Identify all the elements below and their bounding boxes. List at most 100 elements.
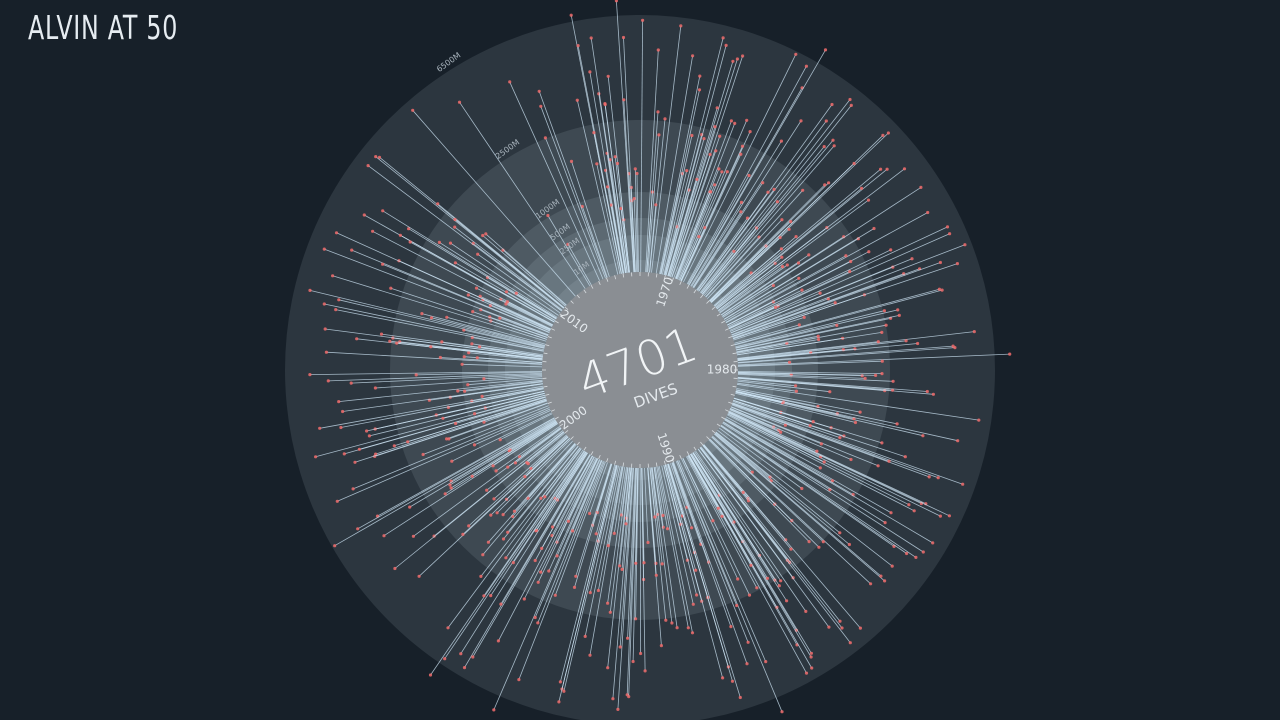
dive-spike-tip — [489, 513, 493, 517]
dive-spike — [479, 346, 544, 357]
dive-spike-tip — [471, 655, 475, 659]
dive-spike-tip — [891, 379, 895, 383]
dive-spike-tip — [429, 316, 434, 320]
year-tick — [614, 460, 617, 465]
dive-spike — [502, 249, 567, 306]
dive-spike — [694, 451, 782, 582]
dive-spike — [735, 392, 856, 423]
dive-spike-tip — [631, 659, 635, 664]
dive-spike — [480, 296, 552, 330]
dive-spike — [734, 288, 940, 345]
dive-spike-tip — [574, 574, 578, 578]
dive-spike — [705, 236, 760, 298]
year-tick — [545, 344, 550, 347]
dive-spike — [674, 123, 736, 279]
dive-spike-tip — [334, 308, 338, 312]
dive-spike-tip — [508, 80, 512, 84]
dive-spike — [635, 467, 639, 564]
dive-spike — [724, 277, 800, 322]
dive-spike-tip — [835, 323, 839, 327]
dive-spike-tip — [522, 597, 526, 601]
dive-spike — [671, 136, 721, 278]
dive-spike-tip — [555, 554, 559, 558]
dive-spike — [714, 433, 882, 577]
dive-spike-tip — [618, 564, 622, 568]
dive-spike — [454, 226, 563, 311]
dive-spike-tip — [506, 530, 510, 534]
dive-spike-tip — [823, 48, 828, 52]
dive-spike-tip — [914, 555, 918, 560]
dive-spike — [729, 409, 781, 433]
dive-spike-tip — [927, 475, 931, 479]
dive-spike — [707, 219, 783, 299]
dive-spike — [409, 419, 557, 508]
dive-spike-tip — [365, 429, 369, 433]
dive-spike — [448, 402, 548, 440]
dive-spike-tip — [797, 323, 801, 327]
dive-spike-tip — [765, 576, 770, 580]
dive-spike-tip — [889, 248, 893, 252]
dive-spike — [488, 443, 576, 543]
dive-spike — [464, 381, 543, 392]
dive-spike-tip — [838, 436, 842, 440]
dive-spike-tip — [569, 13, 573, 17]
dive-spike — [737, 360, 883, 367]
dive-spike-tip — [691, 602, 695, 606]
dive-spike — [635, 467, 639, 619]
dive-spike-tip — [717, 167, 721, 171]
dive-spike — [354, 399, 547, 463]
dive-spike-tip — [308, 288, 312, 292]
dive-spike-tip — [808, 424, 812, 428]
year-tick — [551, 328, 555, 331]
dive-spike — [551, 456, 595, 536]
year-tick — [583, 446, 587, 451]
dive-spike — [732, 402, 939, 479]
dive-spike-tip — [475, 356, 479, 360]
dive-spike-tip — [517, 678, 521, 682]
dive-spike — [352, 407, 550, 490]
dive-spike-tip — [690, 631, 695, 635]
dive-spike — [338, 299, 545, 349]
dive-spike — [468, 294, 551, 332]
dive-spike-tip — [840, 626, 844, 630]
dive-spike-tip — [761, 181, 765, 185]
dive-spike-tip — [381, 209, 385, 213]
dive-spike — [500, 413, 553, 441]
dive-spike — [407, 398, 547, 443]
dive-spike-tip — [459, 652, 463, 656]
dive-spike-tip — [639, 651, 643, 656]
dive-spike — [337, 408, 551, 502]
dive-spike — [701, 201, 778, 295]
dive-spike-tip — [774, 305, 778, 309]
dive-spike — [627, 467, 636, 639]
year-tick — [716, 313, 721, 317]
dive-spike-tip — [462, 666, 467, 670]
dive-spike — [653, 466, 678, 628]
dive-spike — [660, 135, 693, 275]
dive-spike-tip — [457, 100, 462, 104]
dive-spike-tip — [362, 213, 366, 217]
dive-spike-tip — [936, 476, 940, 480]
dive-spike-tip — [322, 247, 326, 251]
dive-spike — [685, 456, 758, 588]
dive-spike — [736, 388, 861, 413]
dive-spike-tip — [357, 447, 361, 451]
year-tick — [545, 393, 550, 396]
dive-spike-tip — [620, 567, 624, 572]
dive-spike-tip — [498, 316, 502, 320]
dive-spike-tip — [827, 181, 831, 185]
dive-spike-tip — [721, 676, 725, 680]
dive-spike — [669, 154, 711, 277]
dive-spike-tip — [498, 438, 502, 442]
dive-spike-tip — [938, 514, 943, 518]
dive-spike — [737, 377, 893, 391]
dive-spike — [696, 191, 769, 291]
dive-spike-tip — [921, 550, 925, 554]
year-tick — [551, 409, 555, 412]
dive-spike — [722, 421, 831, 490]
dive-spike — [731, 244, 966, 336]
dive-spike — [688, 49, 826, 286]
dive-spike-tip — [495, 511, 499, 515]
dive-spike — [717, 429, 893, 567]
dive-spike-tip — [463, 389, 467, 393]
